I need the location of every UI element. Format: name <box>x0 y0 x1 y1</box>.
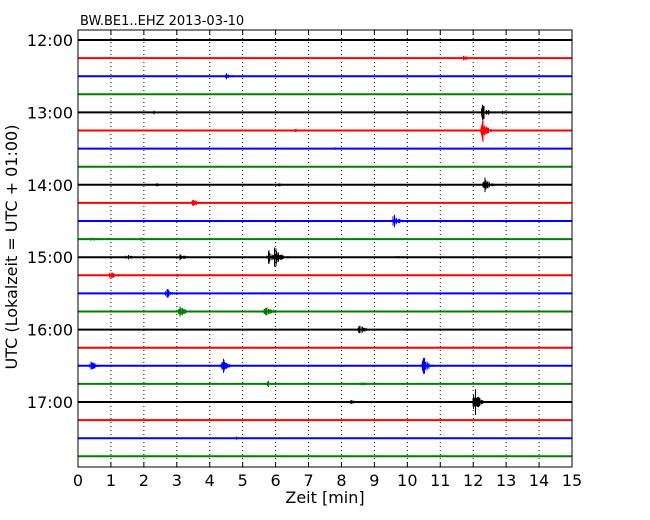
x-tick-label: 15 <box>562 471 582 490</box>
trace-signal <box>78 347 572 349</box>
trace-signal <box>77 119 573 142</box>
trace-13:00 <box>77 104 573 120</box>
trace-signal <box>77 380 573 387</box>
trace-12:15 <box>77 55 573 61</box>
trace-signal <box>77 272 573 279</box>
x-tick-label: 11 <box>430 471 450 490</box>
x-axis-ticks: 0 1 2 3 4 5 6 7 8 9 10 11 12 13 14 15 <box>73 30 582 490</box>
trace-16:00 <box>77 325 573 334</box>
grid-lines <box>110 30 540 467</box>
trace-signal <box>78 177 573 193</box>
seismic-traces <box>77 39 573 458</box>
x-tick-label: 14 <box>529 471 549 490</box>
trace-signal <box>77 104 573 120</box>
trace-signal <box>77 199 573 206</box>
trace-17:15 <box>78 419 573 422</box>
plot-frame <box>77 29 573 468</box>
trace-12:00 <box>77 39 573 41</box>
trace-signal <box>77 247 573 267</box>
trace-signal <box>77 357 573 374</box>
trace-signal <box>77 325 573 334</box>
y-axis-ticks: 12:00 13:00 14:00 15:00 16:00 17:00 <box>27 31 572 412</box>
trace-14:30 <box>77 214 572 228</box>
trace-14:15 <box>77 199 573 206</box>
y-tick-label: 17:00 <box>27 393 73 412</box>
x-tick-label: 7 <box>303 471 313 490</box>
y-tick-label: 12:00 <box>27 31 73 50</box>
chart-title: BW.BE1..EHZ 2013-03-10 <box>80 14 244 29</box>
trace-17:00 <box>77 389 573 415</box>
y-tick-label: 13:00 <box>27 103 73 122</box>
trace-13:30 <box>77 147 573 150</box>
x-tick-label: 3 <box>172 471 182 490</box>
trace-12:45 <box>77 93 573 96</box>
trace-15:00 <box>77 247 573 267</box>
trace-17:45 <box>77 455 573 458</box>
x-tick-label: 9 <box>369 471 379 490</box>
trace-signal <box>77 73 573 80</box>
x-tick-label: 1 <box>106 471 116 490</box>
x-tick-label: 4 <box>205 471 215 490</box>
trace-signal <box>77 306 573 317</box>
x-tick-label: 0 <box>73 471 83 490</box>
trace-17:30 <box>77 436 573 440</box>
x-tick-label: 5 <box>238 471 248 490</box>
trace-signal <box>78 419 573 421</box>
y-tick-label: 14:00 <box>27 176 73 195</box>
trace-signal <box>77 289 573 298</box>
trace-14:00 <box>78 177 573 193</box>
trace-signal <box>77 237 573 241</box>
y-tick-label: 15:00 <box>27 248 73 267</box>
y-axis-label: UTC (Lokalzeit = UTC + 01:00) <box>2 125 21 370</box>
trace-13:45 <box>77 165 573 168</box>
x-tick-label: 6 <box>271 471 281 490</box>
trace-signal <box>77 214 572 228</box>
trace-16:15 <box>78 346 572 349</box>
trace-15:30 <box>77 289 573 298</box>
trace-signal <box>77 436 573 440</box>
trace-14:45 <box>77 237 573 241</box>
x-tick-label: 10 <box>397 471 417 490</box>
x-tick-label: 2 <box>139 471 149 490</box>
x-tick-label: 13 <box>496 471 516 490</box>
trace-16:30 <box>77 357 573 374</box>
trace-signal <box>77 389 573 415</box>
trace-12:30 <box>77 73 573 80</box>
trace-16:45 <box>77 380 573 387</box>
trace-15:15 <box>77 272 573 279</box>
x-tick-label: 12 <box>463 471 483 490</box>
trace-15:45 <box>77 306 573 317</box>
y-tick-label: 16:00 <box>27 321 73 340</box>
trace-signal <box>77 55 573 61</box>
x-tick-label: 8 <box>336 471 346 490</box>
x-axis-label: Zeit [min] <box>285 488 364 507</box>
trace-13:15 <box>77 119 573 142</box>
